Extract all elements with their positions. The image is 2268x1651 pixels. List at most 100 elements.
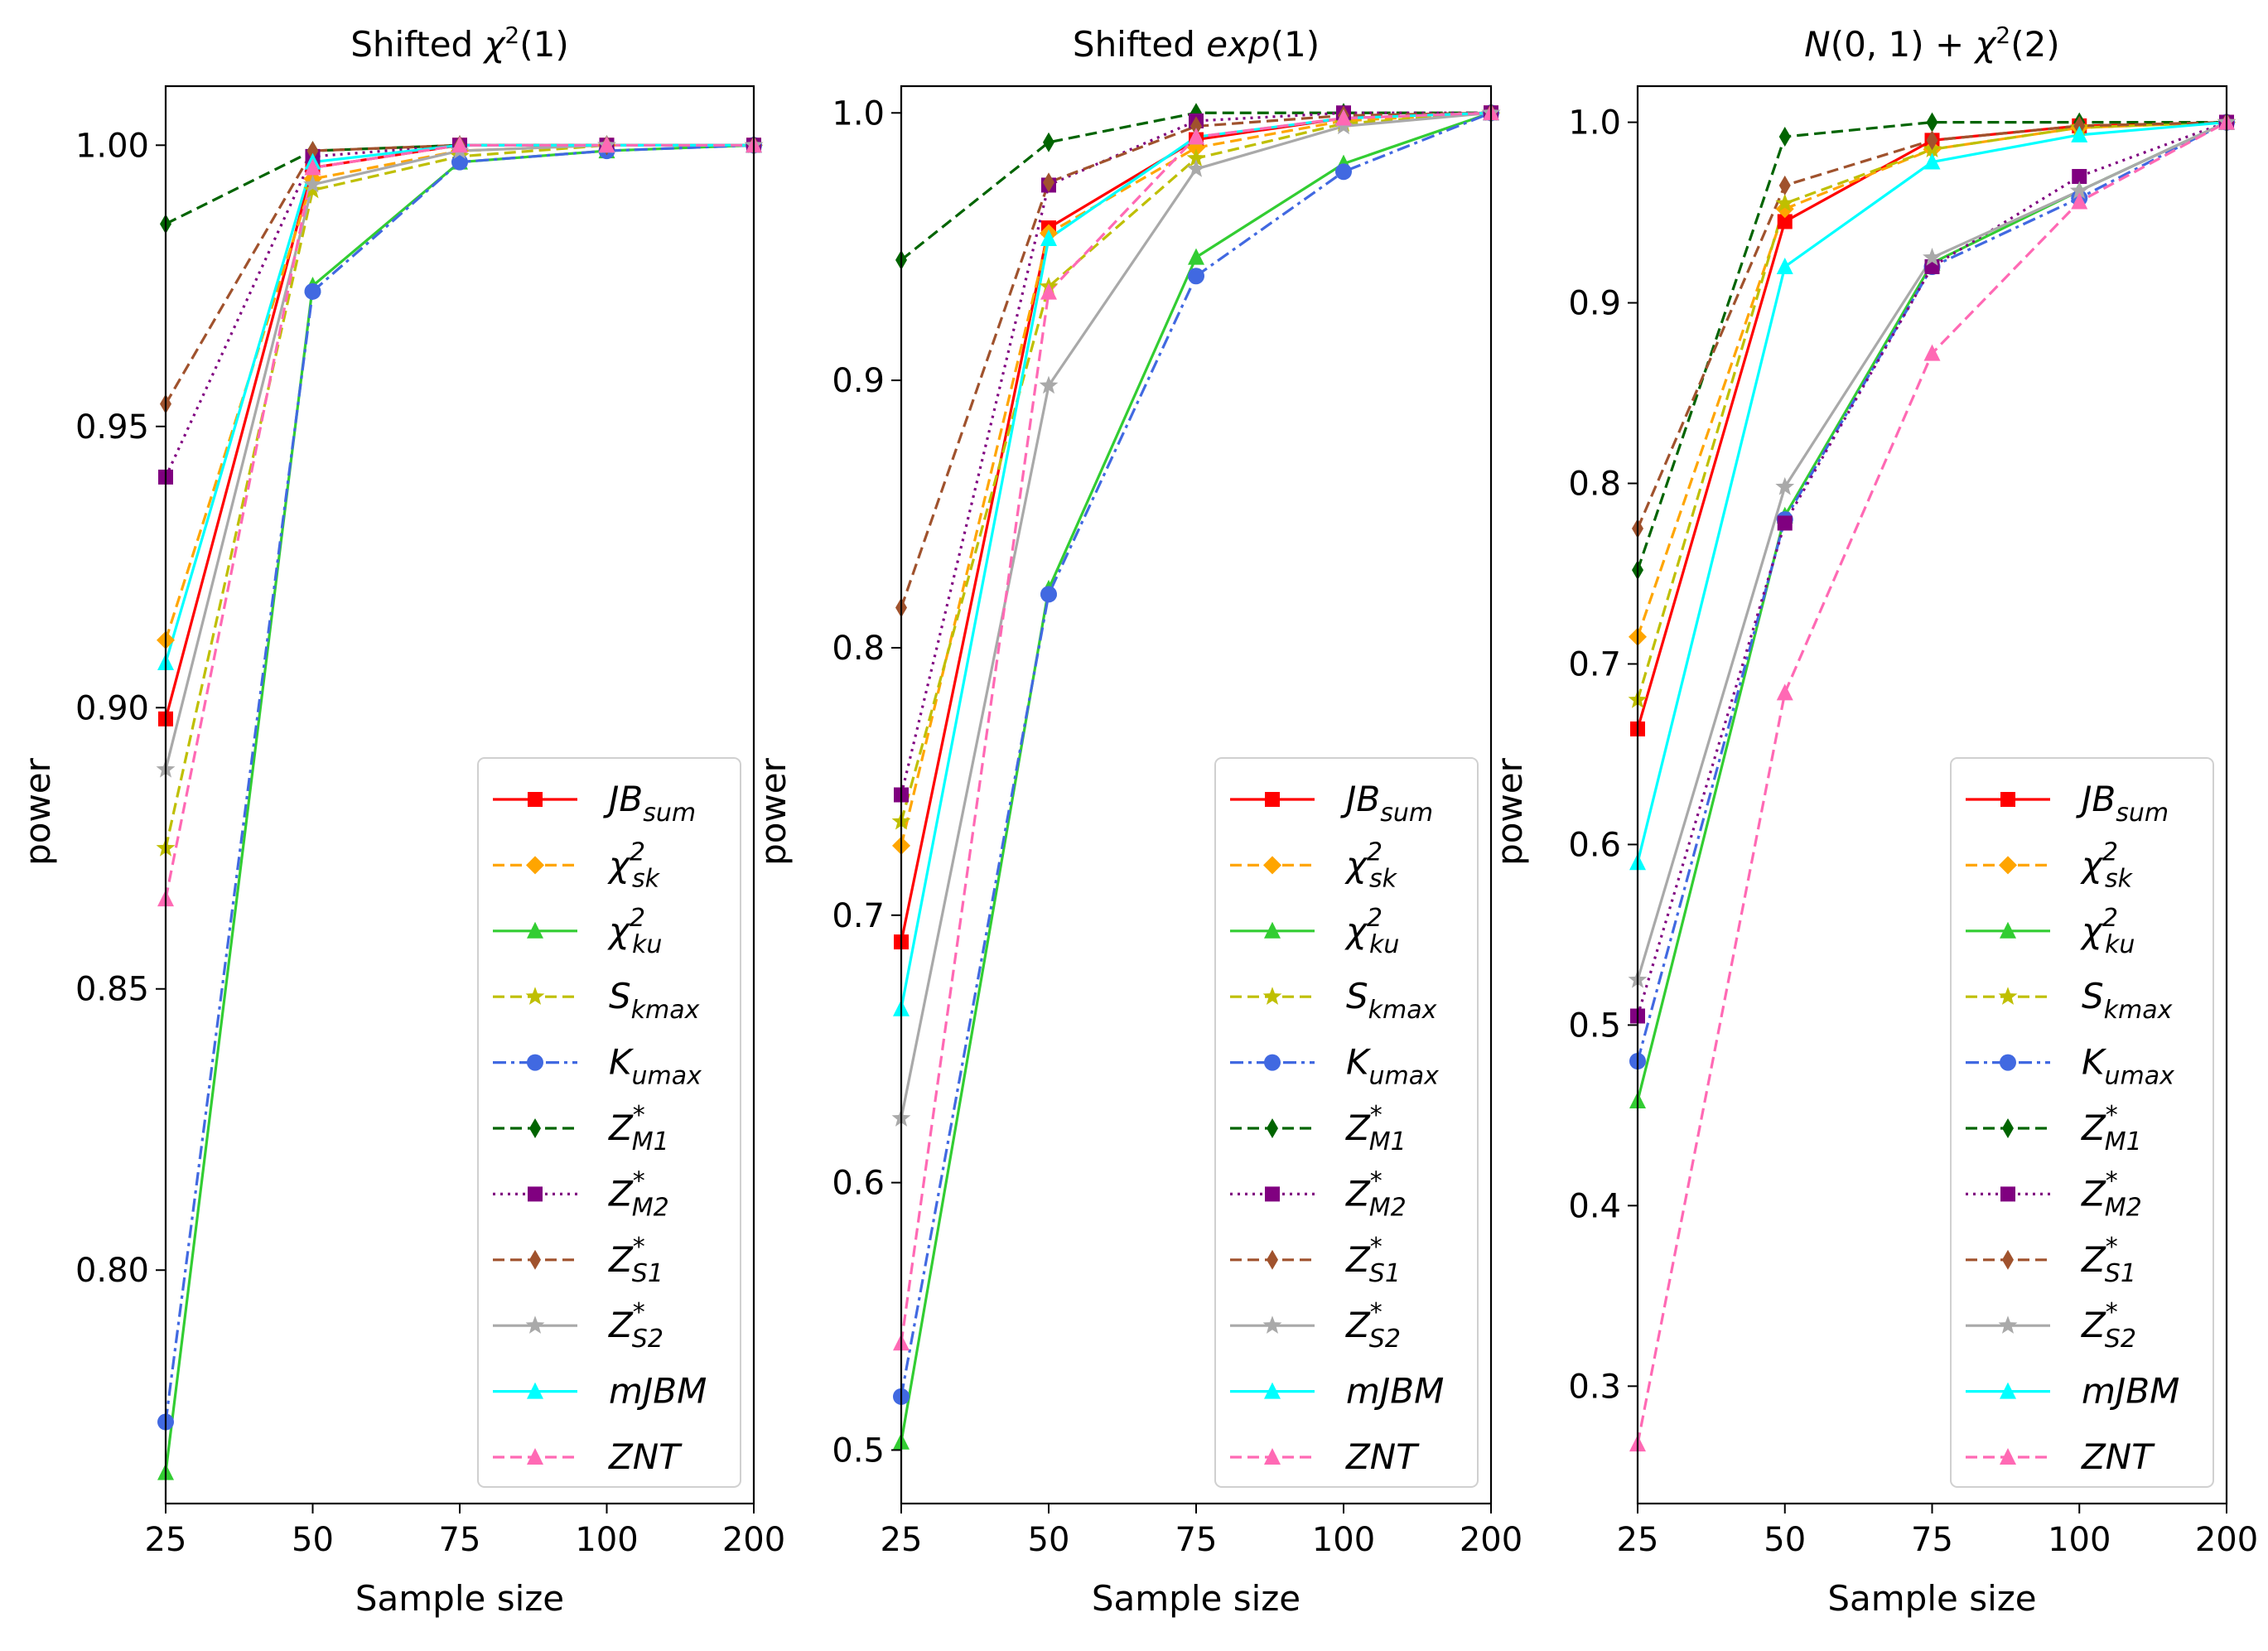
data-point-Z*S2-75 bbox=[1186, 159, 1206, 177]
series-line-χ2sk bbox=[1636, 120, 2227, 638]
legend-label: Z* M1 bbox=[608, 1101, 669, 1156]
data-point-ZNT-50 bbox=[1776, 683, 1793, 701]
legend-marker bbox=[2000, 792, 2015, 807]
legend-box bbox=[477, 757, 741, 1488]
legend-marker bbox=[1265, 1186, 1280, 1202]
legend-label: mJBM bbox=[2082, 1371, 2179, 1412]
data-point-Z*M1-75 bbox=[1926, 112, 1938, 133]
data-point-Z*S2-50 bbox=[1039, 375, 1059, 394]
legend-marker bbox=[2000, 1186, 2015, 1202]
series-line-JBsum bbox=[1636, 120, 2227, 730]
legend-marker bbox=[2000, 1054, 2016, 1071]
legend-marker bbox=[526, 856, 544, 875]
legend-marker bbox=[527, 1382, 543, 1399]
x-tick-label: 25 bbox=[1617, 1521, 1659, 1559]
chart-title: Shifted exp(1) bbox=[1073, 24, 1320, 65]
legend-label: JBsum bbox=[603, 779, 696, 828]
legend-marker bbox=[1265, 792, 1280, 807]
series-line-Z*M2 bbox=[164, 143, 754, 478]
legend-marker bbox=[1999, 856, 2017, 875]
x-tick-label: 75 bbox=[1175, 1521, 1218, 1559]
legend-label: JBsum bbox=[2076, 779, 2169, 828]
legend-label: ZNT bbox=[608, 1436, 683, 1477]
y-tick-label: 0.6 bbox=[1568, 826, 1621, 864]
x-tick-label: 25 bbox=[881, 1521, 923, 1559]
x-tick-label: 200 bbox=[722, 1521, 785, 1559]
legend-marker bbox=[1263, 856, 1281, 875]
x-axis-label: Sample size bbox=[1092, 1578, 1300, 1619]
legend-label: ZNT bbox=[1345, 1436, 1420, 1477]
series-line-Z*M2 bbox=[900, 111, 1491, 795]
legend-marker bbox=[1264, 921, 1281, 939]
y-tick-label: 0.95 bbox=[75, 408, 149, 447]
legend-marker bbox=[528, 1186, 543, 1202]
data-point-ZNT-100 bbox=[1335, 109, 1352, 126]
legend-label: Skmax bbox=[2082, 976, 2173, 1025]
x-tick-label: 100 bbox=[1312, 1521, 1375, 1559]
data-point-Z*S2-50 bbox=[1775, 476, 1795, 495]
legend-label: χ2 sk bbox=[2080, 838, 2134, 893]
y-tick-label: 0.90 bbox=[75, 689, 149, 727]
data-point-Z*S1-50 bbox=[1778, 175, 1791, 196]
data-point-Z*M2-100 bbox=[2072, 168, 2087, 184]
legend-label: Z* S2 bbox=[2081, 1298, 2136, 1354]
x-tick-label: 50 bbox=[1764, 1521, 1806, 1559]
legend-marker bbox=[525, 1315, 545, 1334]
legend-marker bbox=[2000, 1382, 2016, 1399]
data-point-Z*S1-50 bbox=[1043, 172, 1054, 193]
data-point-χ2sk-50 bbox=[1775, 200, 1794, 219]
y-tick-label: 0.85 bbox=[75, 971, 149, 1009]
legend-label: Kumax bbox=[1346, 1042, 1439, 1091]
legend-marker bbox=[527, 1054, 543, 1071]
legend-box bbox=[1950, 757, 2214, 1488]
legend-label: Kumax bbox=[609, 1042, 702, 1091]
legend-label: Z* M2 bbox=[2081, 1166, 2142, 1222]
y-tick-label: 0.3 bbox=[1568, 1368, 1621, 1406]
data-point-Skmax-50 bbox=[303, 180, 322, 199]
x-tick-label: 100 bbox=[575, 1521, 638, 1559]
legend-marker bbox=[1264, 1054, 1281, 1071]
legend-label: Z* M2 bbox=[1345, 1166, 1407, 1222]
legend-label: Z* M2 bbox=[608, 1166, 669, 1222]
y-tick-label: 0.9 bbox=[832, 362, 885, 400]
y-axis-label: power bbox=[17, 757, 58, 866]
data-point-ZNT-50 bbox=[304, 158, 321, 176]
data-point-χ2ku-75 bbox=[1188, 248, 1204, 265]
x-tick-label: 25 bbox=[145, 1521, 187, 1559]
panel-shifted-chi2: 25 50 75 100 200 0.80 0.85 0.90 0.95 1.00 Shifted … bbox=[17, 22, 785, 1620]
data-point-Skmax-75 bbox=[1186, 148, 1206, 167]
y-tick-label: 1.0 bbox=[832, 94, 885, 133]
legend-marker bbox=[1998, 1315, 2018, 1334]
y-tick-label: 0.7 bbox=[832, 897, 885, 935]
legend-marker bbox=[2002, 1249, 2014, 1270]
data-point-ZNT-100 bbox=[598, 136, 615, 153]
data-point-Kumax-75 bbox=[451, 153, 468, 171]
data-point-mJBM-100 bbox=[2071, 125, 2088, 142]
data-point-ZNT-75 bbox=[451, 136, 468, 153]
legend-label: χ2 ku bbox=[1344, 904, 1399, 959]
x-tick-label: 200 bbox=[2195, 1521, 2258, 1559]
series-line-mJBM bbox=[164, 143, 754, 664]
panel-shifted-exp: 25 50 75 100 200 0.5 0.6 0.7 0.8 0.9 1.0 Shifted ex… bbox=[753, 24, 1522, 1619]
x-axis-label: Sample size bbox=[1827, 1578, 2036, 1619]
x-axis-label: Sample size bbox=[355, 1578, 564, 1619]
y-tick-label: 0.80 bbox=[75, 1252, 149, 1290]
x-tick-label: 50 bbox=[1028, 1521, 1070, 1559]
legend-marker bbox=[1267, 1118, 1278, 1138]
y-axis-label: power bbox=[1489, 757, 1530, 866]
data-point-Z*M2-50 bbox=[1777, 515, 1793, 531]
data-point-Z*S2-50 bbox=[303, 174, 322, 193]
y-tick-label: 0.4 bbox=[1568, 1187, 1621, 1225]
x-tick-label: 200 bbox=[1460, 1521, 1522, 1559]
legend-marker bbox=[1264, 1448, 1281, 1465]
legend-label: χ2 ku bbox=[607, 904, 662, 959]
legend-marker bbox=[528, 792, 543, 807]
legend-label: Z* S1 bbox=[2081, 1233, 2136, 1288]
legend-label: Z* S2 bbox=[608, 1298, 664, 1354]
legend-marker bbox=[1267, 1249, 1278, 1270]
series-line-Skmax bbox=[1636, 120, 2227, 701]
data-point-Z*S1-50 bbox=[306, 141, 319, 162]
legend: JBsum χ2 sk χ2 ku Skmax Kumax Z* M1 Z* M2 Z* S1 Z* S2 m… bbox=[477, 757, 741, 1488]
legend-label: Skmax bbox=[1346, 976, 1437, 1025]
